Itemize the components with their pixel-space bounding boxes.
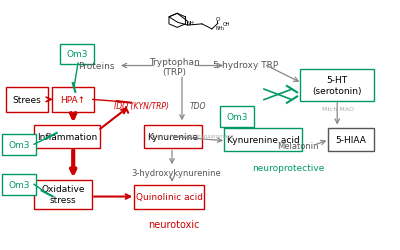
Text: Proteins: Proteins [78, 62, 114, 71]
Text: NH₂: NH₂ [216, 26, 225, 31]
Text: Oxidative
stress: Oxidative stress [41, 185, 85, 204]
FancyBboxPatch shape [300, 70, 374, 101]
Text: Om3: Om3 [226, 113, 248, 122]
FancyBboxPatch shape [220, 107, 254, 128]
Text: Strees: Strees [13, 96, 41, 104]
Text: Om3: Om3 [8, 140, 30, 149]
Text: TDO: TDO [190, 102, 206, 111]
Text: Kynurenine acid: Kynurenine acid [227, 135, 299, 144]
Text: Mtch MAO: Mtch MAO [322, 106, 354, 111]
FancyBboxPatch shape [34, 125, 100, 149]
Text: Quinolinic acid: Quinolinic acid [136, 192, 202, 201]
FancyBboxPatch shape [328, 128, 374, 151]
Text: O: O [216, 17, 220, 22]
Text: OH: OH [223, 22, 230, 27]
FancyBboxPatch shape [6, 88, 48, 112]
FancyBboxPatch shape [2, 134, 36, 155]
FancyBboxPatch shape [34, 180, 92, 209]
FancyBboxPatch shape [60, 44, 94, 65]
Text: neuroprotective: neuroprotective [252, 163, 324, 172]
Text: 5-hydroxy TRP: 5-hydroxy TRP [213, 60, 279, 70]
Text: 5-HT
(serotonin): 5-HT (serotonin) [312, 76, 362, 95]
Text: Tryptophan
(TRP): Tryptophan (TRP) [149, 58, 199, 77]
Text: 5-HIAA: 5-HIAA [336, 135, 366, 144]
FancyBboxPatch shape [52, 88, 94, 112]
Text: neurotoxic: neurotoxic [148, 219, 200, 229]
Text: Kynurenine: Kynurenine [148, 132, 198, 141]
FancyBboxPatch shape [144, 125, 202, 149]
Text: Melatonin: Melatonin [277, 142, 319, 151]
Text: IDO (KYN/TRP): IDO (KYN/TRP) [114, 102, 170, 111]
Text: Om3: Om3 [66, 50, 88, 59]
FancyBboxPatch shape [224, 128, 302, 151]
Text: Kynurenine acid transaminase: Kynurenine acid transaminase [150, 134, 234, 139]
Text: 3-hydroxykynurenine: 3-hydroxykynurenine [131, 168, 221, 177]
Text: Inflammation: Inflammation [37, 132, 97, 141]
FancyBboxPatch shape [134, 185, 204, 209]
Text: HPA↑: HPA↑ [60, 96, 86, 104]
FancyBboxPatch shape [2, 174, 36, 195]
Text: Om3: Om3 [8, 180, 30, 189]
Text: NH: NH [186, 21, 194, 26]
